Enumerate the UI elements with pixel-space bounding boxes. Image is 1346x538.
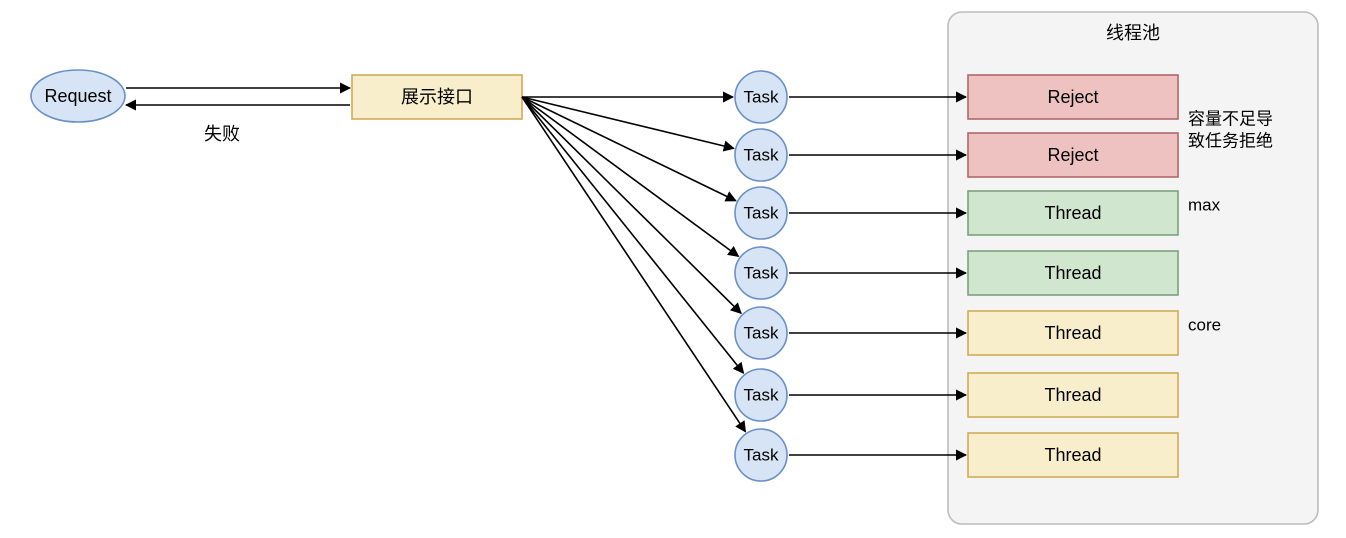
pool-item-label-0: Reject bbox=[1047, 87, 1098, 107]
task-label-0: Task bbox=[744, 87, 779, 106]
task-label-1: Task bbox=[744, 145, 779, 164]
task-label-3: Task bbox=[744, 263, 779, 282]
pool-item-label-4: Thread bbox=[1044, 323, 1101, 343]
pool-item-label-3: Thread bbox=[1044, 263, 1101, 283]
pool-item-label-6: Thread bbox=[1044, 445, 1101, 465]
task-label-6: Task bbox=[744, 445, 779, 464]
interface-label: 展示接口 bbox=[401, 87, 473, 107]
side-label-2: max bbox=[1188, 195, 1221, 214]
task-label-2: Task bbox=[744, 203, 779, 222]
fail-label: 失败 bbox=[204, 124, 240, 144]
arrow-interface-to-task-6 bbox=[522, 97, 745, 432]
pool-item-label-2: Thread bbox=[1044, 203, 1101, 223]
side-label-0: 容量不足导 bbox=[1188, 109, 1273, 128]
thread-pool-title: 线程池 bbox=[1106, 23, 1160, 43]
pool-item-label-1: Reject bbox=[1047, 145, 1098, 165]
arrow-interface-to-task-4 bbox=[522, 97, 741, 313]
arrow-interface-to-task-2 bbox=[522, 97, 736, 201]
task-label-4: Task bbox=[744, 323, 779, 342]
side-label-1: 致任务拒绝 bbox=[1188, 131, 1273, 150]
side-label-3: core bbox=[1188, 315, 1221, 334]
task-label-5: Task bbox=[744, 385, 779, 404]
arrow-interface-to-task-1 bbox=[522, 97, 734, 148]
request-label: Request bbox=[44, 86, 111, 106]
pool-item-label-5: Thread bbox=[1044, 385, 1101, 405]
